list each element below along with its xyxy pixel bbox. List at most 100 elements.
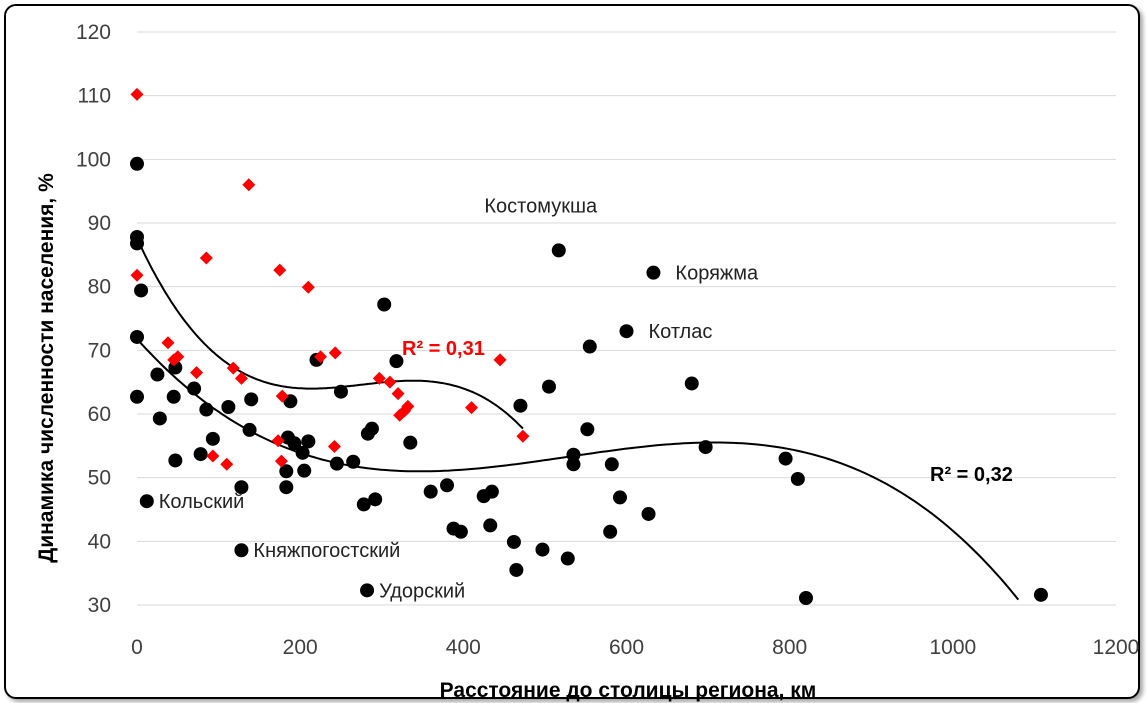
data-point-circle — [279, 464, 294, 479]
data-point-circle — [440, 478, 455, 493]
data-point-diamond — [273, 263, 287, 277]
data-point-circle — [234, 480, 249, 495]
data-point-diamond — [161, 336, 175, 350]
data-point-circle — [346, 454, 361, 469]
x-tick-labels: 0 200 400 600 800 1000 1200 — [131, 636, 1139, 659]
data-point-diamond — [271, 434, 285, 448]
data-point-diamond — [234, 371, 248, 385]
data-point-circle — [646, 265, 661, 280]
data-point-diamond — [327, 439, 341, 453]
y-axis-title: Динамика численности населения, % — [35, 173, 58, 563]
data-point-circle — [377, 297, 392, 312]
point-label: Княжпогостский — [253, 540, 400, 562]
chart-frame — [4, 4, 1140, 699]
data-point-circle — [134, 283, 149, 298]
data-point-diamond — [391, 387, 405, 401]
data-point-circle — [168, 453, 183, 468]
data-point-circle — [130, 389, 144, 404]
data-point-diamond — [206, 449, 220, 463]
data-point-circle — [619, 324, 634, 339]
data-point-circle — [403, 435, 418, 450]
data-point-diamond — [464, 401, 478, 415]
r-squared-black-label: R² = 0,32 — [930, 464, 1013, 486]
data-point-diamond — [130, 268, 144, 282]
point-label: Кольский — [159, 491, 245, 513]
data-point-circle — [684, 376, 699, 391]
point-label: Костомукша — [484, 195, 598, 217]
data-point-circle — [244, 392, 259, 407]
data-point-circle — [150, 367, 165, 382]
data-point-circle — [364, 421, 379, 436]
data-point-circle — [199, 402, 214, 417]
data-point-circle — [356, 497, 371, 512]
y-tick-label: 90 — [88, 212, 111, 235]
data-point-circle — [483, 518, 498, 533]
data-point-circle — [242, 422, 257, 437]
y-tick-label: 70 — [88, 339, 111, 362]
data-point-diamond — [301, 280, 315, 294]
data-point-diamond — [401, 399, 415, 413]
y-tick-label: 100 — [76, 148, 111, 171]
x-tick-label: 800 — [772, 636, 807, 659]
data-point-circle — [506, 534, 521, 549]
data-point-circle — [130, 236, 144, 251]
data-point-circle — [360, 583, 375, 598]
x-tick-label: 600 — [609, 636, 644, 659]
point-labels: Кольский Княжпогостский Удорский Костомукша… — [159, 195, 759, 602]
x-tick-label: 1000 — [929, 636, 976, 659]
x-axis-title: Расстояние до столицы региона, км — [440, 679, 817, 702]
data-point-circle — [798, 590, 813, 605]
data-point-circle — [333, 384, 348, 399]
data-point-circle — [166, 389, 181, 404]
data-point-diamond — [220, 457, 234, 471]
data-point-circle — [368, 492, 383, 507]
data-point-circle — [130, 156, 144, 171]
data-point-circle — [279, 480, 294, 495]
y-tick-label: 110 — [78, 85, 111, 108]
data-point-circle — [582, 339, 597, 354]
data-point-circle — [698, 440, 713, 455]
data-point-circle — [566, 447, 581, 462]
data-point-circle — [193, 447, 208, 462]
data-point-circle — [604, 457, 619, 472]
data-point-circle — [205, 431, 220, 446]
data-point-diamond — [328, 346, 342, 360]
point-label: Удорский — [379, 580, 465, 602]
data-point-circle — [790, 471, 805, 486]
data-point-circle — [187, 381, 202, 396]
data-point-circle — [423, 484, 438, 499]
y-tick-label: 30 — [88, 594, 111, 617]
data-point-circle — [535, 542, 550, 557]
data-point-circle — [513, 398, 528, 413]
data-point-circle — [234, 543, 249, 558]
data-point-circle — [612, 490, 627, 505]
data-point-circle — [301, 434, 316, 449]
data-point-circle — [295, 445, 310, 460]
x-tick-label: 400 — [446, 636, 481, 659]
data-point-circle — [130, 329, 144, 344]
data-point-circle — [297, 463, 312, 478]
data-point-circle — [287, 436, 302, 451]
data-point-circle — [551, 243, 566, 258]
trendline-red — [136, 237, 524, 430]
data-point-diamond — [171, 350, 185, 364]
series-red-diamonds — [130, 87, 530, 471]
data-point-circle — [139, 494, 154, 509]
data-point-diamond — [372, 371, 386, 385]
data-point-circle — [509, 562, 524, 577]
data-point-circle — [221, 399, 236, 414]
data-point-circle — [152, 411, 167, 426]
data-point-diamond — [314, 350, 328, 364]
data-point-diamond — [130, 87, 144, 101]
data-point-circle — [484, 484, 499, 499]
data-point-diamond — [199, 251, 213, 265]
data-point-circle — [580, 422, 595, 437]
data-point-circle — [389, 354, 404, 369]
x-tick-label: 0 — [131, 636, 143, 659]
y-tick-label: 50 — [88, 467, 111, 490]
data-point-circle — [1033, 587, 1048, 602]
data-point-diamond — [274, 454, 288, 468]
r-squared-red-label: R² = 0,31 — [402, 338, 485, 360]
data-point-circle — [329, 456, 344, 471]
